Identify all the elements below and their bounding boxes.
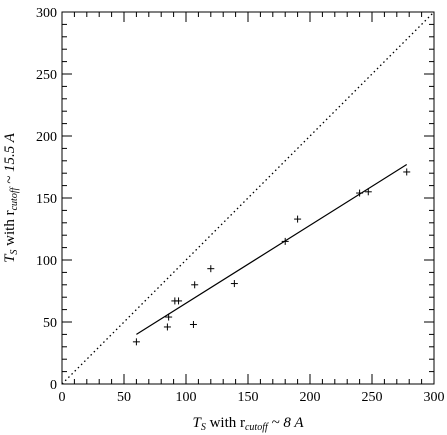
data-points xyxy=(132,168,411,346)
fit-line xyxy=(136,164,408,335)
y-tick-label: 300 xyxy=(36,6,57,21)
data-point xyxy=(165,313,173,321)
data-point xyxy=(403,168,411,176)
data-point xyxy=(191,281,199,289)
y-tick-label: 0 xyxy=(50,378,57,393)
data-point xyxy=(230,280,238,288)
reference-lines xyxy=(61,11,435,385)
y-tick-label: 250 xyxy=(36,68,57,83)
data-point xyxy=(281,237,289,245)
axis-ticks xyxy=(61,11,435,385)
x-tick-label: 0 xyxy=(59,390,66,405)
y-tick-label: 50 xyxy=(43,316,57,331)
x-tick-label: 150 xyxy=(238,390,259,405)
y-tick-label: 150 xyxy=(36,192,57,207)
y-tick-label: 100 xyxy=(36,254,57,269)
data-point xyxy=(207,265,215,273)
data-point xyxy=(175,297,183,305)
data-point xyxy=(132,338,140,346)
y-axis-title: TS with rcutoff ~ 15.5 A xyxy=(2,132,20,263)
x-tick-label: 100 xyxy=(176,390,197,405)
y-tick-label: 200 xyxy=(36,130,57,145)
x-axis-title: TS with rcutoff ~ 8 A xyxy=(192,415,304,433)
data-point xyxy=(294,215,302,223)
tick-labels: 0 50 100 150 200 250 300 0 50 100 150 200 250 300 xyxy=(36,6,445,405)
data-point xyxy=(189,320,197,328)
x-tick-label: 300 xyxy=(424,390,445,405)
identity-line xyxy=(61,11,435,385)
data-point xyxy=(163,323,171,331)
x-tick-label: 50 xyxy=(117,390,131,405)
x-tick-label: 200 xyxy=(300,390,321,405)
data-point xyxy=(364,188,372,196)
data-point xyxy=(356,189,364,197)
x-tick-label: 250 xyxy=(362,390,383,405)
